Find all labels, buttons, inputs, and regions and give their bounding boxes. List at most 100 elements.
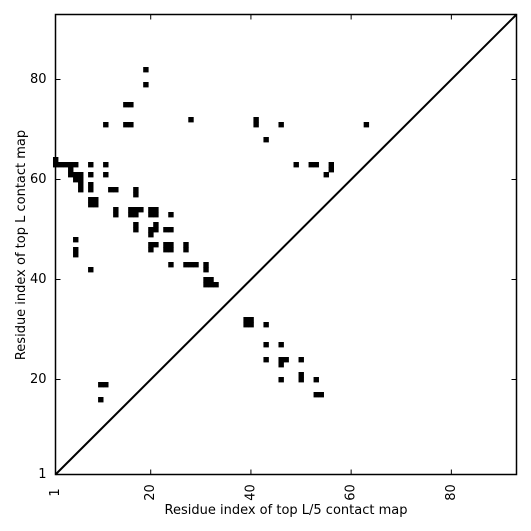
contact-point (103, 162, 109, 168)
contact-point (123, 122, 129, 128)
plot-frame (54, 13, 518, 476)
contact-point (128, 212, 134, 218)
contact-point (253, 117, 259, 123)
contact-point (183, 262, 189, 268)
contact-point (73, 172, 79, 178)
contact-point (58, 162, 64, 168)
contact-point (133, 192, 139, 198)
contact-point (323, 172, 329, 178)
contact-point (153, 242, 159, 248)
contact-point (278, 342, 284, 348)
y-tick-label: 20 (30, 372, 47, 387)
contact-point (68, 172, 74, 178)
contact-point (148, 227, 154, 233)
contact-point (68, 162, 74, 168)
contact-point (168, 212, 174, 218)
contact-point (163, 247, 169, 253)
diagonal-line (54, 13, 518, 476)
x-tick-label: 60 (344, 484, 359, 501)
contact-point (163, 242, 169, 248)
contact-point (203, 267, 209, 273)
contact-point (78, 172, 84, 178)
contact-point (143, 67, 149, 73)
contact-point (143, 82, 149, 88)
contact-point (148, 242, 154, 248)
contact-point (93, 202, 99, 208)
contact-point (278, 377, 284, 383)
contact-point (73, 237, 79, 243)
contact-point (263, 322, 269, 328)
y-tick-label: 1 (38, 467, 46, 482)
contact-point (133, 222, 139, 228)
contact-point (113, 212, 119, 218)
contact-point (318, 392, 324, 398)
contact-point (243, 322, 249, 328)
contact-point (203, 277, 209, 283)
contact-point (363, 122, 370, 128)
contact-point (133, 227, 139, 233)
contact-point (88, 202, 94, 208)
contact-point (248, 322, 254, 328)
contact-point (133, 187, 139, 193)
contact-point (153, 212, 159, 218)
contact-point (103, 172, 109, 178)
contact-point (188, 117, 194, 123)
contact-point (133, 207, 139, 213)
contact-point (73, 252, 79, 258)
contact-point (308, 162, 314, 168)
contact-point (168, 247, 174, 253)
contact-point (328, 167, 334, 173)
contact-point (298, 372, 304, 378)
contact-point (278, 122, 284, 128)
contact-point (78, 187, 84, 193)
contact-point (193, 262, 199, 268)
contact-point (68, 167, 74, 173)
contact-point (168, 227, 174, 233)
contact-point (208, 277, 214, 283)
contact-point (153, 222, 159, 228)
contact-point (313, 377, 319, 383)
contact-point (168, 242, 174, 248)
contact-point (103, 122, 109, 128)
contact-point (153, 227, 159, 233)
contact-point (313, 162, 319, 168)
contact-point (88, 162, 94, 168)
contact-point (188, 262, 194, 268)
contact-point (108, 187, 114, 193)
contact-point (163, 227, 169, 233)
contact-point (128, 122, 134, 128)
contact-point (133, 212, 139, 218)
contact-point (298, 377, 304, 383)
y-tick-label: 60 (30, 172, 47, 187)
contact-point (243, 317, 249, 323)
contact-point (78, 177, 84, 183)
contact-point (128, 207, 134, 213)
contact-point (148, 232, 154, 238)
contact-point (278, 362, 284, 368)
x-axis-ticks: 1 20 40 60 80 (48, 14, 459, 501)
contact-point (183, 242, 189, 248)
x-axis-label: Residue index of top L/5 contact map (165, 503, 408, 518)
contact-point (248, 317, 254, 323)
contact-point (123, 102, 129, 108)
x-tick-label: 1 (48, 488, 63, 496)
contact-points (52, 67, 370, 403)
contact-point (263, 342, 269, 348)
y-axis-ticks: 1 20 40 60 80 (30, 72, 517, 482)
contact-point (183, 247, 189, 253)
contact-point (73, 162, 79, 168)
contact-point (208, 282, 214, 288)
contact-point (138, 207, 144, 213)
y-axis-label: Residue index of top L contact map (14, 130, 29, 360)
contact-point (293, 162, 299, 168)
contact-point (78, 182, 84, 188)
contact-point (313, 392, 319, 398)
contact-point (113, 187, 119, 193)
contact-point (73, 247, 79, 253)
contact-point (168, 262, 174, 268)
contact-point (148, 207, 154, 213)
contact-point (148, 212, 154, 218)
contact-point (253, 122, 259, 128)
contact-point (88, 187, 94, 193)
